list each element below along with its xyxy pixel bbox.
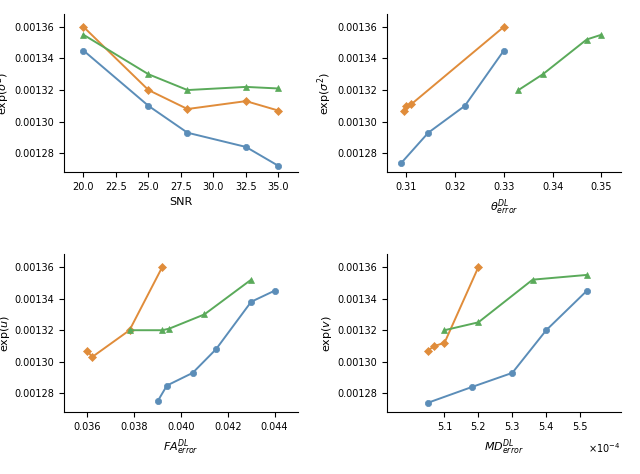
X-axis label: $\theta^{DL}_{error}$: $\theta^{DL}_{error}$ bbox=[490, 198, 518, 217]
Y-axis label: exp($\sigma^2$): exp($\sigma^2$) bbox=[316, 72, 335, 115]
X-axis label: SNR: SNR bbox=[170, 198, 193, 208]
Y-axis label: exp($v$): exp($v$) bbox=[321, 315, 335, 352]
Y-axis label: exp($u$): exp($u$) bbox=[0, 315, 12, 352]
X-axis label: $MD^{DL}_{error}$: $MD^{DL}_{error}$ bbox=[484, 438, 524, 457]
Y-axis label: exp($\sigma^2$): exp($\sigma^2$) bbox=[0, 72, 12, 115]
Text: $\times10^{-4}$: $\times10^{-4}$ bbox=[588, 441, 621, 455]
X-axis label: $FA^{DL}_{error}$: $FA^{DL}_{error}$ bbox=[163, 438, 199, 457]
